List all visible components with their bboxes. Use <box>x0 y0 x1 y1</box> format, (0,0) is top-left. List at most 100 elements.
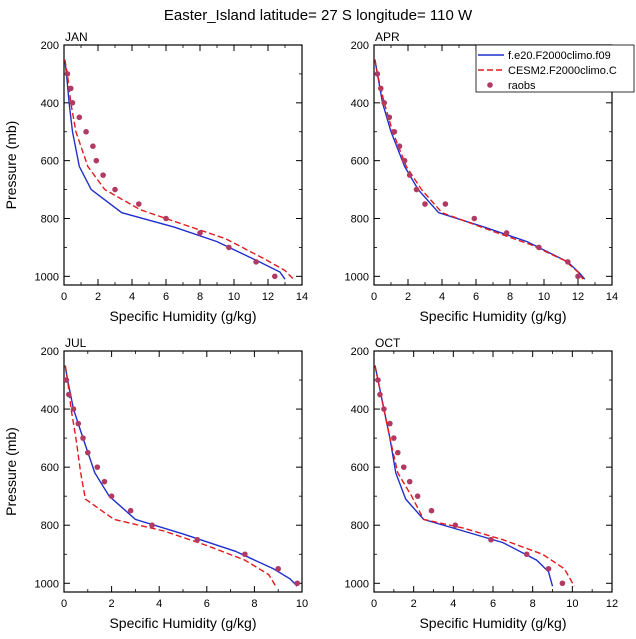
raobs-point <box>136 201 142 207</box>
legend: f.e20.F2000climo.f09 CESM2.F2000climo.C ra… <box>475 44 635 93</box>
y-tick-label: 200 <box>41 40 59 52</box>
x-tick-label: 10 <box>296 598 308 610</box>
raobs-point <box>242 551 248 558</box>
raobs-point <box>575 273 581 280</box>
x-tick-label: 4 <box>439 291 445 303</box>
x-tick-label: 2 <box>109 598 115 610</box>
raobs-point <box>197 230 203 236</box>
raobs-point <box>401 157 408 164</box>
x-tick-label: 0 <box>61 291 67 303</box>
y-tick-label: 1000 <box>35 271 59 283</box>
panel-oct: OCT 0 2 4 6 8 10 12 200 400 600 800 1000 Specific Hum… <box>345 336 619 631</box>
raobs-point <box>90 143 96 150</box>
y-tick-label: 400 <box>351 404 369 416</box>
legend-label: f.e20.F2000climo.f09 <box>508 50 611 62</box>
raobs-point <box>226 244 232 251</box>
raobs-point <box>93 157 100 164</box>
raobs-point <box>68 85 74 92</box>
x-tick-label: 4 <box>129 291 135 303</box>
raobs-point <box>545 565 552 572</box>
panel-jan: JAN 0 2 4 6 8 10 12 14 200 400 600 800 1000 Specific H… <box>3 30 308 324</box>
raobs-point <box>387 420 393 427</box>
legend-label: raobs <box>508 80 536 92</box>
y-axis-label: Pressure (mb) <box>3 121 19 210</box>
raobs-point <box>108 493 115 499</box>
figure-title: Easter_Island latitude= 27 S longitude= … <box>164 7 473 24</box>
raobs-point <box>163 215 169 222</box>
y-tick-label: 400 <box>41 98 59 110</box>
series-line-cesm2 <box>64 365 277 587</box>
raobs-point <box>414 493 421 499</box>
y-tick-label: 1000 <box>345 271 369 283</box>
x-tick-label: 6 <box>163 291 169 303</box>
series-line-cesm2 <box>64 59 295 280</box>
panel-label: JAN <box>65 30 88 44</box>
panel-label: JUL <box>65 336 87 350</box>
raobs-point <box>64 377 70 383</box>
x-tick-label: 0 <box>61 598 67 610</box>
raobs-point <box>391 435 397 441</box>
y-axis-label: Pressure (mb) <box>3 427 19 516</box>
y-tick-label: 600 <box>351 156 369 168</box>
legend-label: CESM2.F2000climo.C <box>508 65 617 77</box>
raobs-point <box>381 100 388 106</box>
x-tick-label: 0 <box>371 291 377 303</box>
raobs-point <box>76 114 83 121</box>
plot-frame <box>63 350 303 593</box>
raobs-point <box>374 71 381 77</box>
x-tick-label: 14 <box>606 291 618 303</box>
y-tick-label: 800 <box>41 213 59 225</box>
panel-label: APR <box>375 30 400 44</box>
y-tick-label: 600 <box>351 462 369 474</box>
series-line-f-e20 <box>64 59 286 280</box>
legend-marker-raobs <box>487 82 493 88</box>
raobs-point <box>442 201 449 207</box>
raobs-point <box>386 114 393 121</box>
series-line-cesm2 <box>374 365 575 587</box>
x-axis-label: Specific Humidity (g/kg) <box>109 615 256 631</box>
raobs-point <box>194 536 201 543</box>
raobs-point <box>85 449 91 456</box>
raobs-point <box>400 464 407 470</box>
x-axis-label: Specific Humidity (g/kg) <box>419 308 566 324</box>
raobs-point <box>406 172 413 178</box>
raobs-point <box>381 406 387 412</box>
x-axis-label: Specific Humidity (g/kg) <box>109 308 256 324</box>
x-tick-label: 2 <box>95 291 101 303</box>
raobs-point <box>406 478 413 485</box>
x-tick-label: 0 <box>371 598 377 610</box>
raobs-point <box>69 100 76 106</box>
y-tick-label: 800 <box>351 213 369 225</box>
raobs-point <box>294 580 301 587</box>
raobs-point <box>395 449 401 456</box>
y-tick-label: 800 <box>351 520 369 532</box>
x-tick-label: 10 <box>228 291 240 303</box>
panel-apr: APR 0 2 4 6 8 10 12 14 200 400 600 800 1000 Specific H… <box>345 30 619 324</box>
raobs-point <box>100 172 106 178</box>
y-tick-label: 600 <box>41 156 59 168</box>
x-tick-label: 6 <box>473 291 479 303</box>
raobs-point <box>275 565 282 572</box>
x-tick-label: 8 <box>197 291 203 303</box>
raobs-point <box>396 143 403 150</box>
panel-jul: JUL 0 2 4 6 8 10 200 400 600 800 1000 Specific Humid… <box>3 336 308 631</box>
x-tick-label: 10 <box>538 291 550 303</box>
x-tick-label: 2 <box>405 291 411 303</box>
plot-area <box>64 365 301 587</box>
x-tick-label: 12 <box>262 291 274 303</box>
raobs-point <box>65 391 72 398</box>
raobs-point <box>149 522 155 529</box>
y-tick-label: 1000 <box>35 578 59 590</box>
x-tick-label: 12 <box>606 598 618 610</box>
raobs-point <box>523 551 530 558</box>
x-tick-label: 14 <box>296 291 308 303</box>
y-tick-label: 200 <box>351 346 369 358</box>
x-tick-label: 6 <box>490 598 496 610</box>
x-tick-label: 8 <box>530 598 536 610</box>
raobs-point <box>452 522 459 529</box>
raobs-point <box>101 478 108 485</box>
x-tick-label: 6 <box>204 598 210 610</box>
x-tick-label: 4 <box>450 598 456 610</box>
